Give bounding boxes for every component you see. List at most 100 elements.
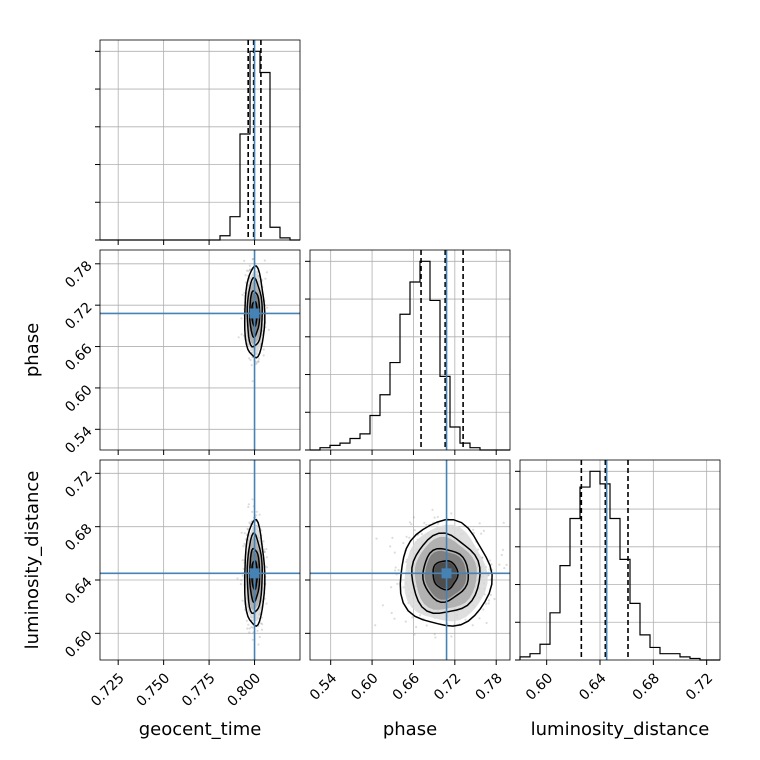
- panel-content: [100, 460, 300, 660]
- sample-point: [262, 354, 265, 357]
- sample-point: [405, 535, 408, 538]
- sample-point: [245, 269, 249, 272]
- x-tick-label: 0.64: [576, 670, 609, 703]
- x-tick-label: 0.68: [630, 670, 663, 703]
- sample-point: [450, 512, 453, 515]
- sample-point: [389, 545, 392, 548]
- y-axis-title-phase: phase: [22, 323, 43, 377]
- sample-point: [262, 540, 265, 543]
- sample-point: [247, 269, 250, 273]
- panel-frame: [99, 39, 301, 241]
- sample-point: [254, 363, 258, 366]
- histogram-luminosity_distance: [519, 470, 720, 661]
- panel-frame: [309, 459, 511, 661]
- sample-point: [488, 559, 492, 562]
- y-tick-label: 0.66: [62, 341, 95, 374]
- x-tick-label: 0.66: [390, 670, 423, 703]
- contour-line-0: [399, 518, 493, 627]
- sample-point: [396, 582, 399, 586]
- panel-frame: [309, 249, 511, 451]
- sample-point: [425, 523, 428, 526]
- x-tick-label: 0.725: [88, 670, 128, 710]
- sample-point: [266, 306, 269, 309]
- sample-point: [375, 537, 378, 540]
- x-tick-label: 0.72: [683, 670, 716, 703]
- sample-point: [412, 516, 415, 519]
- sample-point: [260, 628, 264, 631]
- sample-point: [242, 545, 245, 548]
- sample-point: [478, 617, 481, 620]
- y-tick-label: 0.68: [62, 521, 95, 554]
- truth-marker: [441, 568, 452, 579]
- sample-point: [239, 583, 242, 586]
- y-tick-label: 0.78: [62, 258, 95, 291]
- sample-point: [487, 599, 490, 602]
- sample-point: [487, 573, 490, 577]
- sample-point: [450, 635, 453, 638]
- sample-point: [241, 574, 244, 577]
- sample-point: [240, 579, 243, 582]
- y-tick-label: 0.60: [62, 628, 95, 661]
- sample-point: [408, 521, 412, 524]
- sample-point: [257, 360, 260, 363]
- sample-point: [394, 569, 397, 572]
- sample-point: [241, 559, 244, 562]
- sample-point: [259, 622, 262, 625]
- panel-content: [100, 242, 300, 450]
- sample-point: [374, 624, 377, 627]
- sample-point: [423, 521, 426, 525]
- sample-point: [480, 532, 483, 535]
- scatter-panel-geocent_time-phase: 0.54 0.60 0.66 0.72 0.78: [62, 242, 301, 457]
- scatter-panel-phase-luminosity_distance: 0.54 0.60 0.66 0.72 0.78: [305, 459, 511, 704]
- sample-point: [252, 258, 255, 261]
- x-tick-label: 0.60: [348, 670, 381, 703]
- sample-point: [482, 529, 485, 533]
- sample-point: [397, 569, 400, 572]
- sample-point: [248, 627, 251, 630]
- histogram-geocent_time: [100, 50, 300, 241]
- sample-point: [250, 364, 253, 367]
- sample-point: [493, 597, 496, 601]
- sample-point: [263, 550, 266, 554]
- sample-point: [245, 619, 248, 622]
- sample-point: [249, 268, 252, 271]
- sample-point: [236, 577, 239, 580]
- panel-frame: [99, 459, 301, 661]
- sample-point: [255, 510, 258, 513]
- sample-point: [244, 274, 247, 277]
- contour-line-1: [246, 532, 263, 615]
- sample-point: [246, 527, 249, 531]
- sample-point: [258, 513, 261, 516]
- sample-point: [489, 593, 492, 597]
- sample-point: [243, 542, 246, 546]
- sample-point: [258, 635, 261, 639]
- sample-point: [472, 528, 475, 531]
- sample-point: [248, 268, 251, 271]
- sample-point: [502, 521, 505, 524]
- sample-point: [237, 336, 240, 339]
- sample-point: [431, 508, 434, 511]
- y-tick-label: 0.54: [62, 424, 95, 457]
- panel-frame: [99, 249, 301, 451]
- sample-point: [249, 242, 251, 244]
- sample-point: [436, 515, 439, 519]
- sample-point: [478, 522, 481, 525]
- sample-point: [265, 271, 268, 274]
- sample-point: [257, 643, 260, 646]
- y-tick-label: 0.64: [62, 574, 95, 607]
- sample-point: [415, 625, 418, 629]
- x-tick-label: 0.775: [179, 670, 219, 710]
- truth-marker: [249, 308, 260, 319]
- y-tick-label: 0.60: [62, 382, 95, 415]
- x-tick-label: 0.60: [523, 670, 556, 703]
- sample-point: [243, 532, 246, 535]
- x-tick-label: 0.800: [224, 670, 264, 710]
- sample-point: [251, 626, 254, 629]
- panel-frame: [519, 459, 721, 661]
- sample-point: [251, 510, 254, 513]
- sample-point: [251, 351, 254, 354]
- sample-point: [267, 328, 270, 331]
- sample-point: [500, 553, 503, 557]
- x-tick-label: 0.750: [134, 670, 174, 710]
